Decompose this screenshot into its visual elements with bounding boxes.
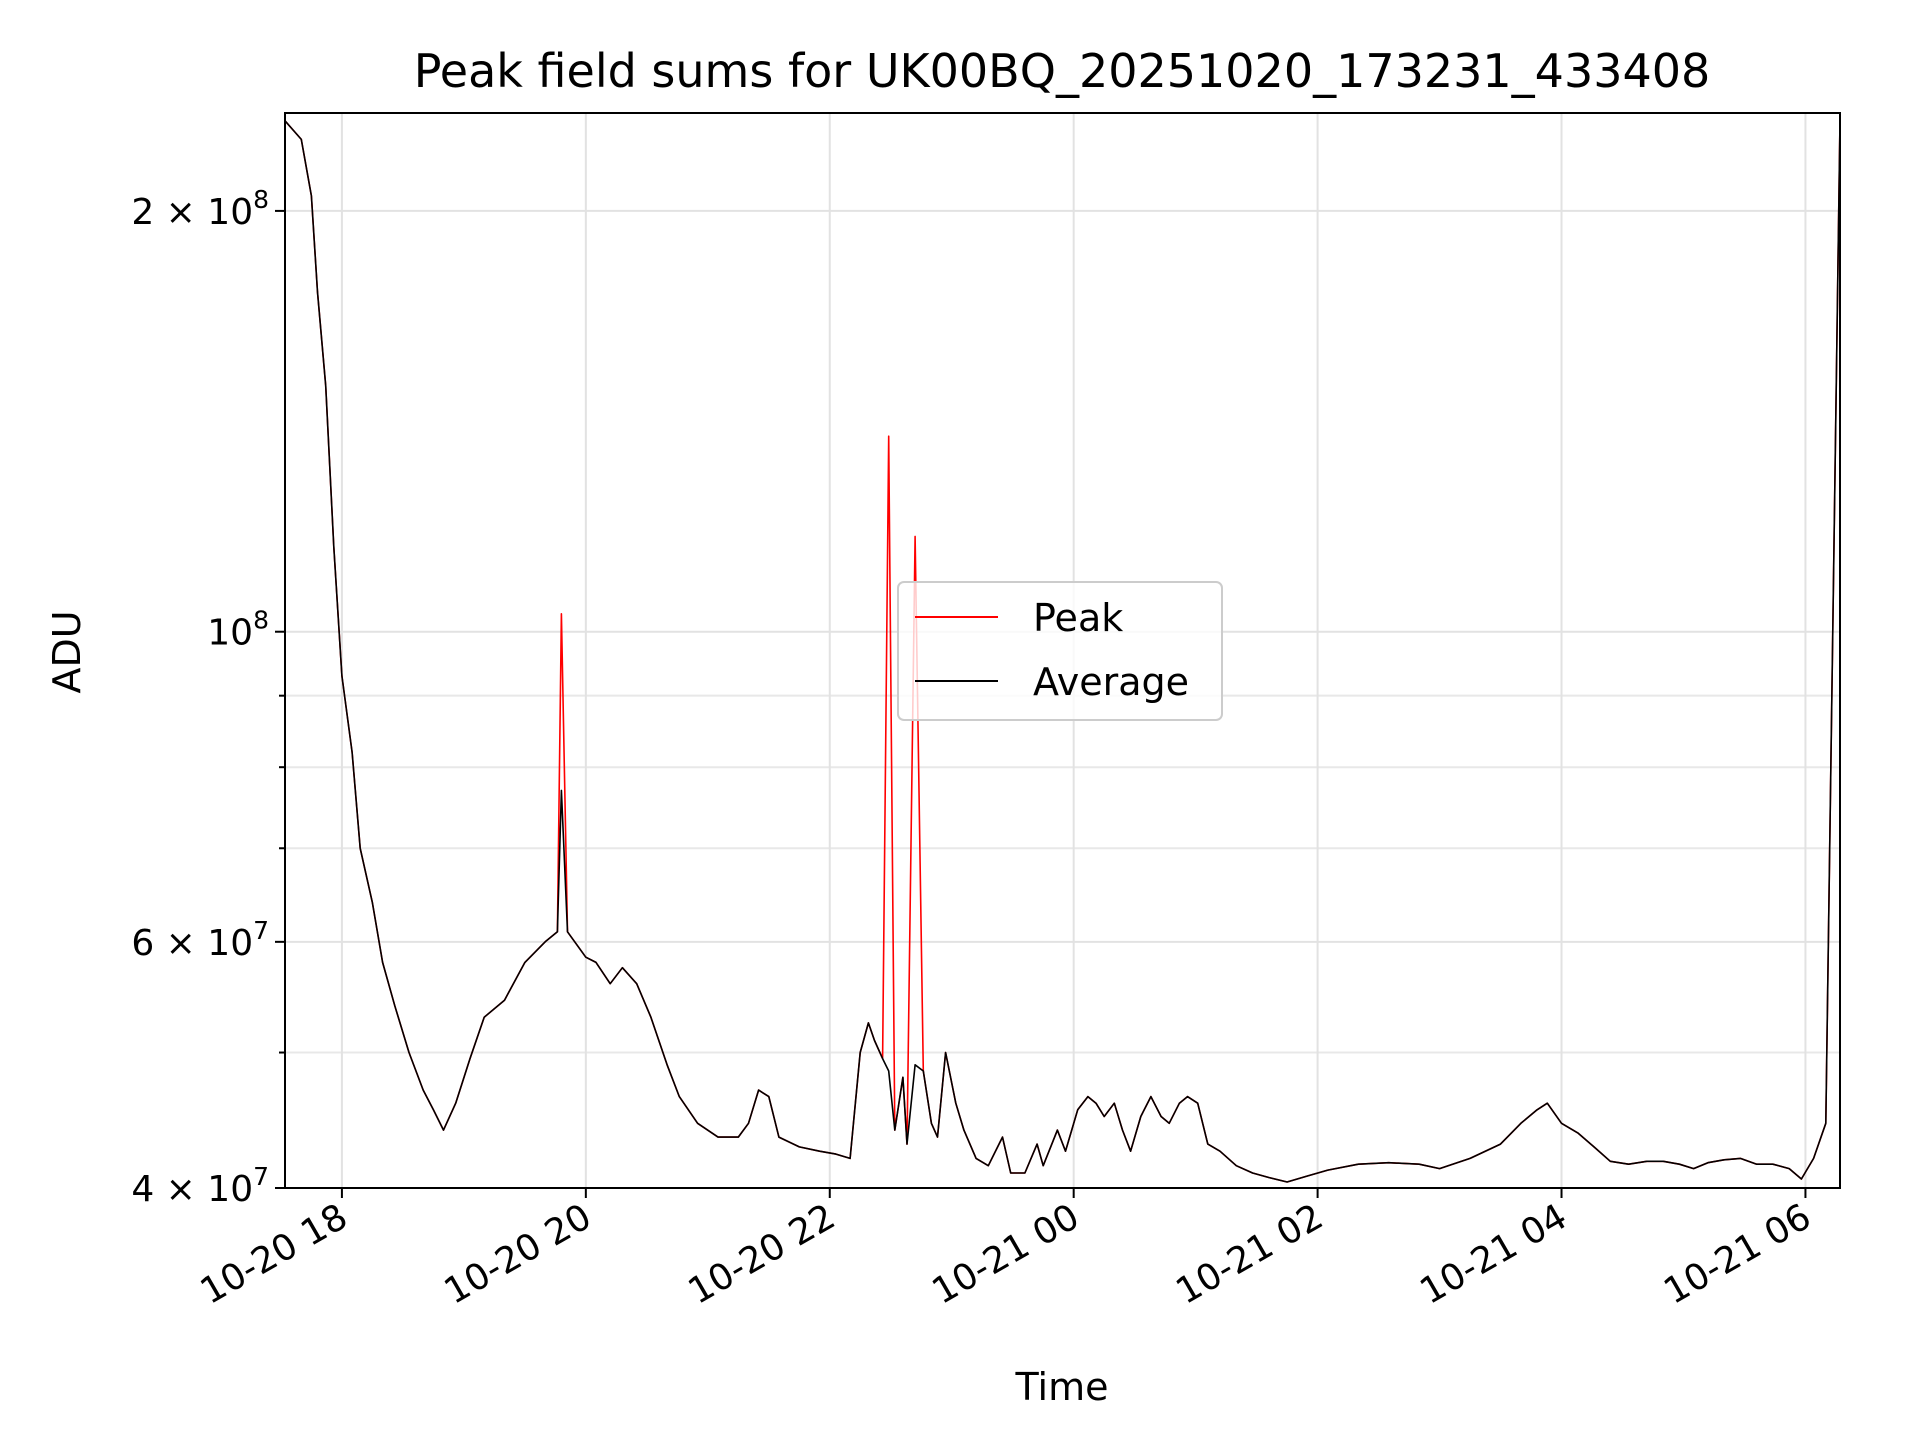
y-tick-label: 4 × 107 — [131, 1162, 269, 1210]
x-tick-label: 10-21 06 — [1657, 1196, 1818, 1312]
x-tick-label: 10-20 20 — [438, 1196, 599, 1312]
x-tick-label: 10-20 22 — [682, 1196, 843, 1312]
x-axis-label: Time — [1015, 1365, 1109, 1409]
x-tick-label: 10-21 02 — [1169, 1196, 1330, 1312]
chart-title: Peak field sums for UK00BQ_20251020_1732… — [414, 44, 1711, 98]
legend: Peak Average — [897, 581, 1223, 721]
x-axis: 10-20 18 10-20 20 10-20 22 10-21 00 10-21 02… — [194, 1188, 1818, 1313]
legend-label-average: Average — [1033, 660, 1189, 704]
x-tick-label: 10-21 00 — [926, 1196, 1087, 1312]
y-axis: 4 × 107 6 × 107 108 2 × 108 — [131, 185, 285, 1210]
y-tick-label: 6 × 107 — [131, 916, 269, 964]
legend-label-peak: Peak — [1033, 596, 1123, 640]
y-tick-label: 108 — [207, 606, 269, 654]
plot-frame — [284, 112, 1841, 1189]
x-tick-label: 10-21 04 — [1413, 1196, 1574, 1312]
grid — [285, 113, 1840, 1189]
y-tick-label: 2 × 108 — [131, 185, 269, 233]
x-tick-label: 10-20 18 — [194, 1196, 355, 1312]
series-layer — [284, 120, 1841, 1183]
series-line-average — [284, 120, 1841, 1183]
y-axis-label: ADU — [45, 610, 89, 693]
